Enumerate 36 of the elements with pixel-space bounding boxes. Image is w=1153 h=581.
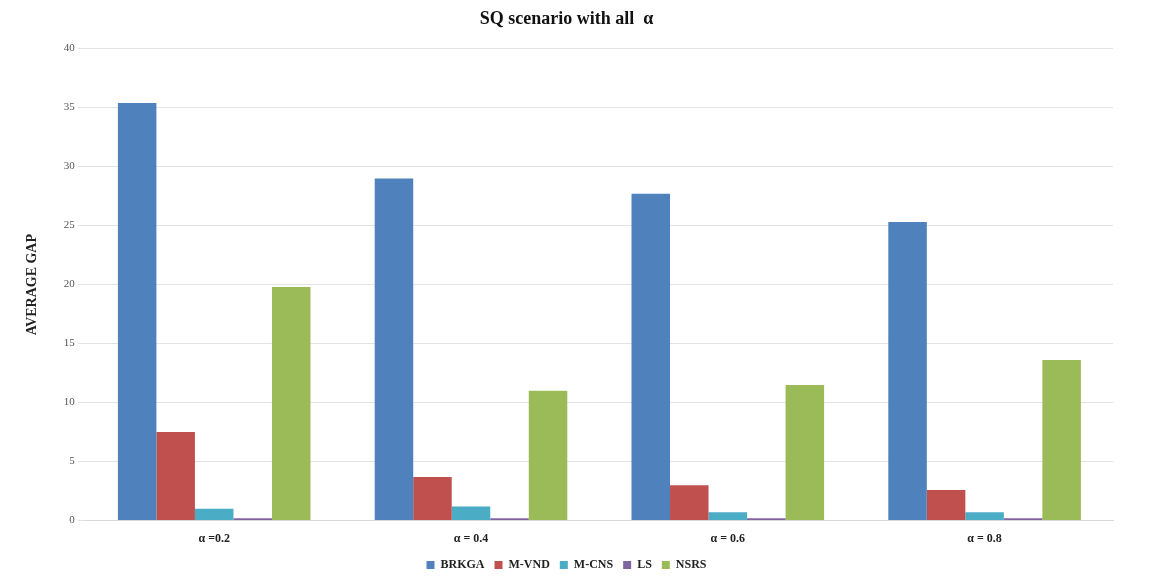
legend-label: NSRS <box>675 557 707 572</box>
y-tick-label: 35 <box>63 100 76 113</box>
bar <box>528 390 568 521</box>
bar <box>451 506 491 521</box>
x-tick-label: α = 0.4 <box>453 530 489 545</box>
y-tick-label: 15 <box>63 336 76 349</box>
legend-label: M-VND <box>508 557 551 572</box>
y-tick-label: 0 <box>69 513 76 526</box>
y-tick-label: 10 <box>63 395 76 408</box>
chart-title: SQ scenario with all α <box>479 8 654 29</box>
bar <box>888 222 927 521</box>
y-tick-label: 25 <box>63 218 76 231</box>
bar <box>670 485 709 521</box>
y-tick-label: 5 <box>69 454 76 467</box>
x-tick-label: α =0.2 <box>198 530 230 545</box>
bar <box>965 512 1004 521</box>
bar <box>194 508 234 521</box>
bar <box>708 512 748 521</box>
x-tick-label: α = 0.6 <box>710 530 746 545</box>
y-tick-label: 30 <box>63 159 76 172</box>
legend-label: BRKGA <box>440 557 485 572</box>
bar <box>631 193 671 521</box>
legend-label: LS <box>637 557 653 572</box>
bar <box>117 102 157 521</box>
legend-label: M-CNS <box>573 557 614 572</box>
x-tick-label: α = 0.8 <box>967 530 1002 545</box>
bar <box>1042 360 1081 521</box>
y-tick-label: 40 <box>63 41 76 54</box>
y-tick-label: 20 <box>63 277 76 290</box>
bar <box>926 489 966 521</box>
bar <box>785 384 825 521</box>
bar <box>413 476 452 521</box>
bar <box>374 178 414 521</box>
bar <box>156 432 195 521</box>
y-axis-title: AVERAGE GAP <box>24 233 40 336</box>
bar <box>271 286 311 521</box>
